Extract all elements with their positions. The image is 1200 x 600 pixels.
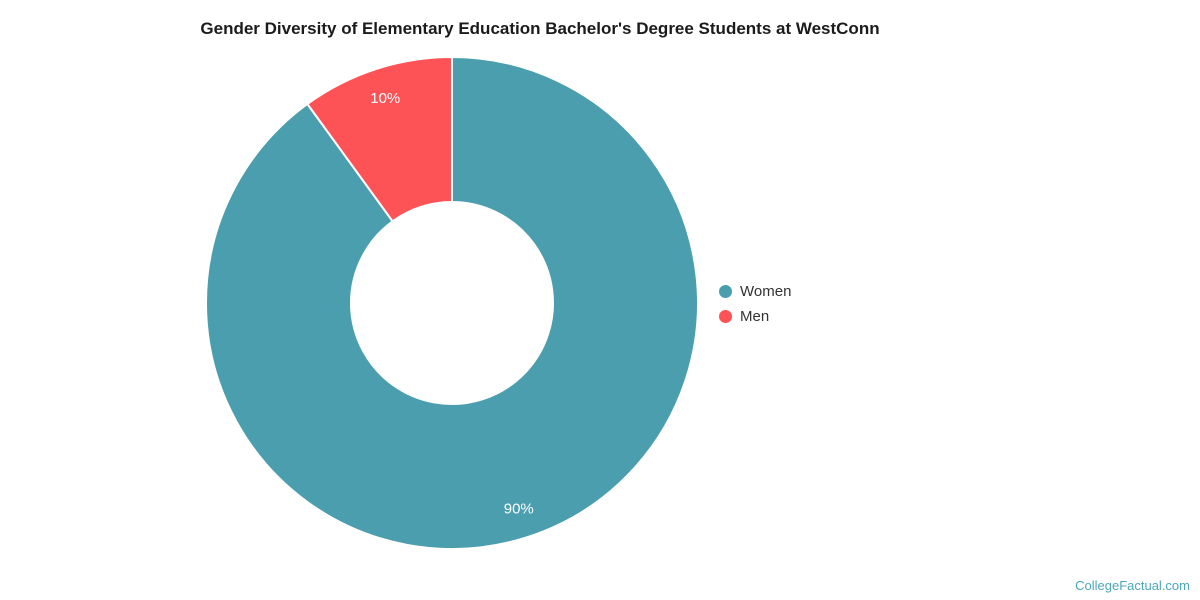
legend-marker-men-icon	[719, 310, 732, 323]
watermark-link[interactable]: CollegeFactual.com	[1075, 578, 1190, 593]
pie-slice-men[interactable]	[306, 56, 453, 223]
slice-label-men: 10%	[370, 90, 400, 107]
slice-label-women: 90%	[504, 501, 534, 518]
legend: Women Men	[719, 279, 791, 329]
legend-item-women[interactable]: Women	[719, 279, 791, 304]
chart-title: Gender Diversity of Elementary Education…	[200, 19, 880, 38]
legend-item-men[interactable]: Men	[719, 304, 791, 329]
legend-label-women: Women	[740, 283, 792, 300]
pie-slice-women[interactable]	[205, 56, 699, 550]
legend-marker-women-icon	[719, 285, 732, 298]
legend-label-men: Men	[740, 308, 770, 325]
